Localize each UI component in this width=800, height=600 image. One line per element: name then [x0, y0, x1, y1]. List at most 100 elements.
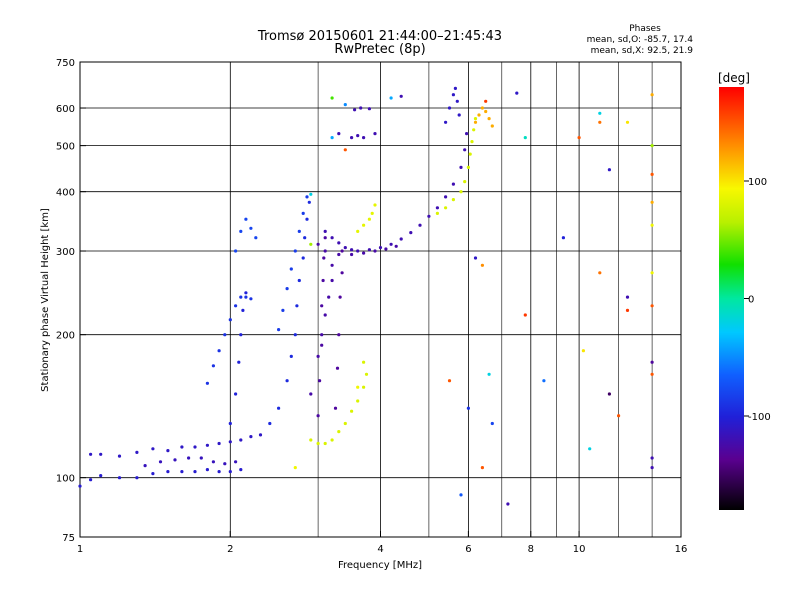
echo-point — [244, 217, 248, 221]
scatter-point — [506, 502, 510, 506]
echo-point — [335, 366, 340, 370]
x-tick-label: 2 — [227, 544, 233, 555]
scatter-point — [293, 466, 297, 470]
chart-subtitle: RwPretec (8p) — [334, 42, 425, 57]
echo-point — [193, 445, 197, 449]
echo-point — [477, 113, 481, 117]
echo-point — [473, 117, 478, 121]
echo-point — [323, 441, 327, 446]
echo-point — [89, 478, 93, 482]
echo-point — [350, 136, 354, 140]
echo-point — [337, 241, 341, 245]
echo-point — [362, 136, 366, 140]
echo-point — [277, 328, 281, 332]
echo-point — [356, 249, 360, 253]
echo-point — [484, 109, 488, 114]
axis-ticks: 1 2 4 6 8 10 16 75 100 200 300 400 500 600 750 — [56, 58, 687, 555]
scatter-point — [650, 93, 654, 97]
scatter-point — [607, 168, 612, 172]
echo-point — [158, 460, 163, 464]
echo-point — [463, 148, 467, 152]
scatter-point — [561, 236, 566, 240]
echo-point — [217, 349, 221, 353]
data-points — [78, 86, 654, 506]
echo-point — [289, 267, 293, 271]
echo-point — [457, 113, 461, 117]
scatter-point — [330, 136, 334, 140]
echo-point — [228, 470, 232, 474]
echo-point — [239, 229, 243, 233]
echo-point — [330, 438, 334, 442]
y-tick-label: 100 — [56, 474, 75, 485]
x-tick-label: 10 — [573, 544, 586, 555]
echo-point — [166, 470, 170, 474]
echo-point — [472, 128, 476, 132]
scatter-point — [356, 385, 360, 389]
stats-o-mode: mean, sd,O: -85.7, 17.4 — [587, 35, 694, 45]
scatter-point — [588, 447, 592, 451]
y-tick-label: 750 — [56, 58, 75, 69]
scatter-point — [650, 372, 654, 376]
echo-point — [289, 354, 293, 358]
echo-point — [234, 304, 238, 308]
echo-point — [330, 278, 334, 283]
echo-point — [451, 182, 455, 186]
scatter-point — [598, 120, 602, 124]
echo-point — [323, 313, 327, 317]
scatter-point — [490, 421, 494, 426]
echo-point — [301, 256, 305, 260]
echo-point — [322, 256, 326, 260]
echo-point — [444, 195, 448, 199]
echo-point — [409, 231, 413, 235]
echo-point — [281, 308, 285, 312]
echo-point — [228, 440, 232, 444]
echo-point — [258, 433, 263, 437]
echo-point — [239, 468, 243, 472]
echo-point — [466, 165, 470, 169]
echo-point — [356, 399, 360, 403]
echo-point — [394, 244, 398, 248]
echo-point — [295, 304, 299, 308]
echo-point — [151, 472, 155, 476]
echo-point — [487, 117, 491, 121]
echo-point — [244, 291, 248, 295]
scatter-point — [473, 256, 478, 260]
colorbar-label: [deg] — [718, 71, 750, 85]
scatter-point — [650, 466, 654, 470]
echo-point — [333, 406, 338, 410]
echo-point — [303, 236, 307, 240]
echo-point — [249, 297, 253, 301]
echo-point — [297, 278, 301, 283]
echo-point — [340, 249, 344, 253]
scatter-point — [523, 313, 527, 317]
echo-point — [447, 106, 452, 110]
echo-point — [320, 343, 324, 347]
echo-point — [444, 120, 448, 124]
echo-point — [323, 236, 327, 240]
echo-point — [117, 454, 122, 458]
y-tick-label: 200 — [56, 331, 75, 342]
chart-title: Tromsø 20150601 21:44:00–21:45:43 — [257, 29, 502, 44]
echo-point — [151, 447, 155, 451]
echo-point — [399, 237, 403, 241]
echo-point — [459, 165, 463, 169]
echo-point — [316, 242, 320, 246]
echo-point — [459, 190, 463, 194]
echo-point — [356, 134, 360, 138]
scatter-point — [577, 136, 581, 140]
echo-point — [173, 458, 177, 462]
echo-point — [337, 430, 341, 434]
echo-point — [234, 249, 238, 253]
x-tick-label: 1 — [77, 544, 83, 555]
echo-point — [327, 295, 331, 299]
scatter-point — [447, 379, 452, 383]
y-tick-label: 400 — [56, 188, 75, 199]
echo-point — [305, 217, 309, 221]
scatter-point — [650, 200, 654, 204]
echo-point — [337, 333, 341, 337]
echo-point — [323, 249, 327, 253]
colorbar-tick-label: 0 — [748, 295, 754, 306]
echo-point — [435, 206, 439, 210]
echo-point — [301, 211, 305, 215]
